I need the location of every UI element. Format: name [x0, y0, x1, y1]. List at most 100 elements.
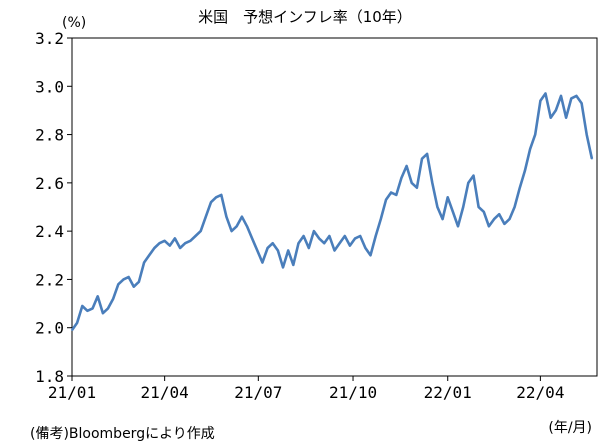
- data-point: [565, 116, 567, 119]
- data-point: [282, 266, 284, 269]
- y-tick-label: 1.8: [35, 367, 64, 386]
- data-point: [421, 157, 423, 160]
- data-point: [133, 285, 135, 288]
- data-point: [96, 295, 99, 298]
- data-point: [416, 186, 418, 189]
- data-point: [148, 254, 150, 257]
- data-point: [457, 225, 459, 228]
- data-point: [117, 283, 120, 286]
- data-point: [199, 230, 202, 232]
- data-point: [86, 310, 89, 312]
- x-axis: 21/01 21/04 21/07 21/10 22/01 22/04: [48, 376, 564, 402]
- data-point: [380, 218, 382, 220]
- data-point: [235, 225, 238, 228]
- data-point: [179, 247, 181, 249]
- series-points: [71, 92, 593, 331]
- data-point: [323, 242, 326, 244]
- plot-area-frame: [71, 37, 598, 377]
- y-axis-unit-label: (%): [62, 15, 86, 31]
- data-point: [271, 242, 274, 244]
- data-point: [302, 235, 305, 237]
- data-point: [405, 165, 408, 167]
- y-tick-label: 2.8: [35, 126, 64, 145]
- data-point: [575, 95, 578, 97]
- y-tick-label: 3.2: [35, 29, 64, 48]
- data-point: [292, 264, 295, 266]
- data-point: [102, 312, 104, 315]
- data-point: [174, 237, 176, 240]
- data-point: [467, 182, 470, 184]
- data-point: [359, 235, 362, 237]
- data-point: [328, 235, 331, 237]
- data-point: [519, 186, 521, 189]
- data-point: [143, 261, 145, 264]
- data-point: [462, 206, 465, 208]
- x-tick-label: 22/01: [424, 383, 472, 402]
- data-point: [441, 218, 444, 220]
- x-tick-label: 22/04: [516, 383, 564, 402]
- data-point: [410, 182, 413, 184]
- data-point: [318, 237, 320, 240]
- y-tick-label: 2.2: [35, 270, 64, 289]
- data-point: [488, 225, 490, 228]
- data-point: [570, 97, 573, 100]
- data-point: [472, 174, 475, 177]
- x-axis-unit-label: (年/月): [548, 420, 592, 436]
- y-tick-label: 2.0: [35, 319, 64, 338]
- data-point: [452, 211, 454, 213]
- data-point: [158, 242, 161, 244]
- data-point: [560, 95, 562, 97]
- data-point: [385, 199, 387, 201]
- data-point: [431, 182, 434, 184]
- data-point: [107, 307, 109, 310]
- data-point: [498, 213, 501, 215]
- data-point: [508, 218, 511, 220]
- data-point: [477, 206, 480, 208]
- data-point: [261, 261, 264, 264]
- data-point: [534, 133, 536, 136]
- data-point: [513, 206, 516, 208]
- data-point: [112, 297, 114, 300]
- data-point: [91, 307, 94, 310]
- data-point: [374, 235, 377, 237]
- data-point: [251, 237, 253, 240]
- data-point: [364, 247, 367, 249]
- data-point: [369, 254, 372, 257]
- data-point: [529, 148, 531, 150]
- source-note: (備考)Bloombergにより作成: [30, 426, 215, 442]
- data-point: [446, 196, 449, 199]
- data-point: [230, 230, 233, 232]
- data-point: [76, 322, 78, 324]
- y-tick-label: 3.0: [35, 77, 64, 96]
- x-tick-label: 21/07: [234, 383, 282, 402]
- data-point: [544, 92, 547, 95]
- data-point: [246, 225, 248, 228]
- series-line: [70, 92, 594, 331]
- data-point: [549, 116, 552, 119]
- data-point: [266, 247, 269, 249]
- chart-title: 米国 予想インフレ率（10年）: [198, 8, 412, 26]
- data-point: [308, 247, 310, 249]
- data-point: [338, 242, 341, 244]
- x-tick-label: 21/04: [141, 383, 189, 402]
- data-point: [349, 244, 351, 247]
- data-point: [189, 240, 192, 242]
- data-point: [194, 235, 197, 237]
- data-point: [539, 100, 542, 102]
- data-point: [493, 218, 495, 220]
- data-point: [277, 249, 279, 252]
- data-point: [215, 196, 217, 199]
- data-point: [395, 194, 398, 196]
- data-point: [591, 157, 593, 160]
- data-point: [169, 244, 171, 247]
- data-point: [127, 276, 130, 278]
- y-tick-label: 2.6: [35, 174, 64, 193]
- data-point: [503, 223, 506, 225]
- data-point: [210, 201, 212, 203]
- data-point: [555, 109, 557, 112]
- data-point: [163, 240, 166, 242]
- data-point: [205, 215, 207, 218]
- data-point: [524, 170, 526, 172]
- data-point: [71, 329, 73, 331]
